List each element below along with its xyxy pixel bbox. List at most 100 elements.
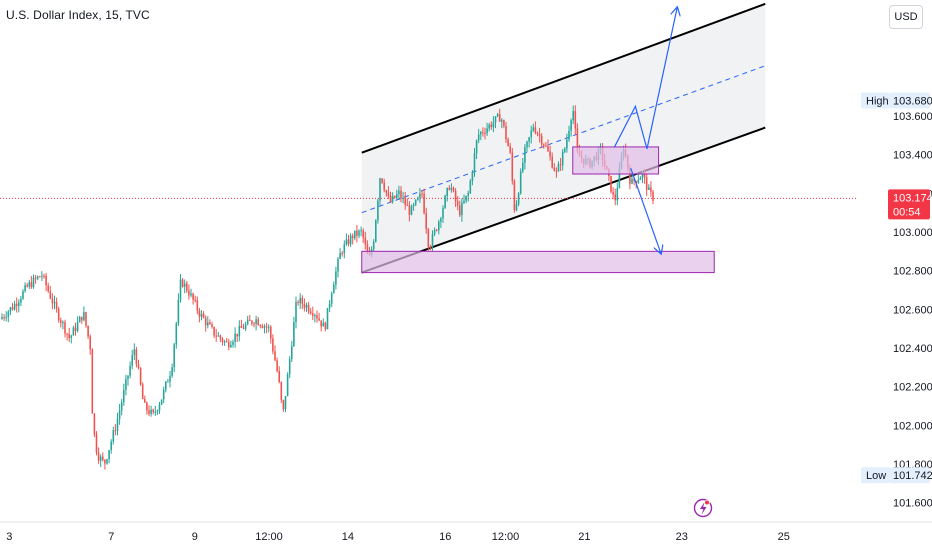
candle-body xyxy=(83,312,85,321)
candle-body xyxy=(322,322,325,327)
time-tick-label: 9 xyxy=(192,531,198,543)
candle-body xyxy=(30,282,33,288)
candle-body xyxy=(215,335,217,337)
candle-body xyxy=(167,381,169,383)
candle-body xyxy=(28,282,31,287)
candle-body xyxy=(211,324,213,327)
candle-body xyxy=(152,409,154,413)
candle-body xyxy=(169,375,171,382)
candle-body xyxy=(364,237,367,245)
candle-body xyxy=(39,276,41,278)
low-value: 101.742 xyxy=(893,470,932,482)
candle-body xyxy=(173,344,175,368)
candle-body xyxy=(484,133,486,135)
candle-body xyxy=(158,404,161,411)
candle-body xyxy=(93,413,96,435)
candle-body xyxy=(251,320,253,324)
price-tick-label: 102.800 xyxy=(893,266,932,278)
candle-body xyxy=(118,410,121,419)
candle-body xyxy=(335,271,337,285)
candle-body xyxy=(175,323,178,345)
candle-body xyxy=(288,359,291,375)
channel-lower-line[interactable] xyxy=(361,126,766,274)
arrow-up-projection[interactable] xyxy=(613,8,678,150)
candle-body xyxy=(66,333,68,335)
price-axis[interactable]: 103.600103.400103.200103.000102.800102.6… xyxy=(860,0,932,522)
candle-body xyxy=(26,285,28,287)
candle-body xyxy=(471,171,474,181)
candle-body xyxy=(125,379,127,390)
zone-resistance[interactable] xyxy=(572,146,660,175)
candle-body xyxy=(465,195,467,201)
candle-body xyxy=(49,291,52,299)
candle-body xyxy=(135,349,138,365)
candle-body xyxy=(404,197,406,205)
candle-body xyxy=(545,145,547,147)
candle-body xyxy=(492,122,495,128)
candle-body xyxy=(477,134,480,141)
candle-body xyxy=(114,430,117,432)
candle-body xyxy=(141,384,144,400)
candle-body xyxy=(509,146,511,153)
candle-body xyxy=(480,132,482,135)
candle-body xyxy=(316,315,318,319)
channel-upper-line[interactable] xyxy=(361,2,766,154)
low-label: Low xyxy=(866,470,886,482)
time-tick-label: 21 xyxy=(578,531,590,543)
candle-body xyxy=(482,132,484,134)
candle-body xyxy=(20,298,22,303)
candle-body xyxy=(398,190,400,195)
candle-body xyxy=(358,230,360,236)
time-axis[interactable]: 3 7 9 12:00 14 16 12:00 21 23 25 xyxy=(0,521,932,550)
candle-body xyxy=(501,120,503,122)
candle-body xyxy=(543,144,545,146)
candle-body xyxy=(393,195,396,198)
candle-body xyxy=(396,194,398,198)
candle-body xyxy=(469,180,472,194)
candle-body xyxy=(406,204,409,206)
arrow-down-projection[interactable] xyxy=(630,167,661,253)
candle-body xyxy=(555,170,558,172)
candle-body xyxy=(402,197,404,199)
candle-body xyxy=(207,322,209,326)
candle-body xyxy=(257,319,259,326)
candle-body xyxy=(295,302,297,323)
candle-body xyxy=(246,319,249,325)
candle-body xyxy=(299,297,301,304)
candle-body xyxy=(89,336,91,350)
candle-body xyxy=(391,195,394,203)
candle-body xyxy=(9,307,12,312)
candle-body xyxy=(177,299,180,324)
candle-body xyxy=(181,279,184,287)
candle-body xyxy=(183,283,186,287)
candle-body xyxy=(534,127,537,133)
candle-body xyxy=(561,151,564,166)
candle-body xyxy=(43,275,45,277)
candle-body xyxy=(356,230,358,236)
candle-body xyxy=(55,301,58,309)
candle-body xyxy=(414,199,417,205)
candle-body xyxy=(320,320,322,327)
candle-body xyxy=(385,190,388,193)
bar-countdown: 00:54 xyxy=(893,206,921,218)
candle-body xyxy=(643,172,646,178)
candle-body xyxy=(240,325,243,328)
candle-body xyxy=(286,374,289,397)
candle-body xyxy=(47,285,49,292)
candle-body xyxy=(349,235,352,245)
zone-support[interactable] xyxy=(361,250,715,274)
candle-body xyxy=(423,193,425,214)
candle-body xyxy=(528,137,530,142)
high-value-bg xyxy=(890,92,930,109)
candle-body xyxy=(244,324,247,329)
flash-icon[interactable] xyxy=(693,498,713,518)
currency-button[interactable]: USD xyxy=(889,5,923,29)
candle-body xyxy=(234,333,236,342)
candle-body xyxy=(198,310,201,317)
candle-body xyxy=(570,120,572,131)
candle-body xyxy=(650,187,652,192)
candle-body xyxy=(360,230,362,232)
candle-body xyxy=(148,410,150,415)
candle-body xyxy=(123,389,125,403)
